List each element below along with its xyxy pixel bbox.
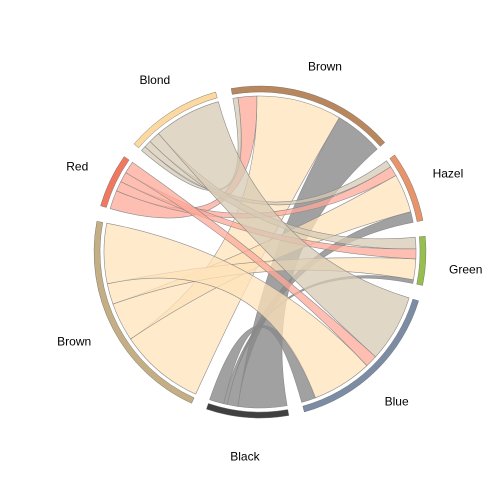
label-eye-green: Green — [449, 263, 482, 277]
label-eye-hazel: Hazel — [433, 166, 464, 180]
label-hair-red: Red — [66, 159, 88, 173]
label-hair-brown: Brown — [57, 335, 91, 349]
ribbon-layer — [104, 96, 416, 408]
sector-eye-green — [417, 236, 426, 285]
label-eye-blue: Blue — [385, 395, 409, 409]
label-hair-black: Black — [230, 450, 260, 464]
label-eye-brown: Brown — [308, 59, 342, 73]
label-hair-blond: Blond — [139, 73, 170, 87]
